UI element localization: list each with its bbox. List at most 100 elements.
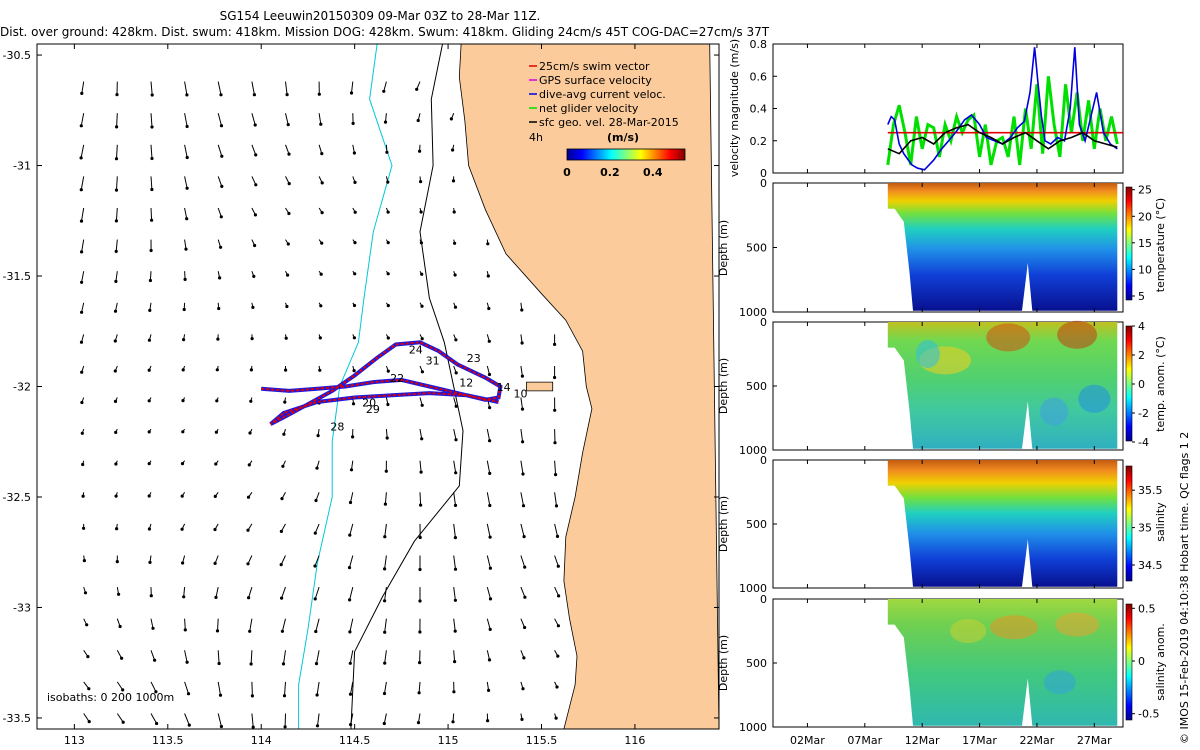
- geo-arrow-head: [150, 156, 154, 161]
- geo-arrow-head: [556, 564, 560, 568]
- geo-arrow-head: [454, 338, 458, 342]
- geo-arrow-head: [280, 596, 284, 600]
- geo-arrow-head: [183, 277, 187, 281]
- geo-arrow-shaft: [486, 492, 491, 506]
- salinity-y-tick-label: 0: [760, 454, 767, 467]
- salinity-section: 0 500 1000 34.5 35 35.5: [739, 454, 1163, 595]
- geo-arrow-head: [553, 342, 557, 346]
- geo-arrow-head: [121, 688, 125, 692]
- geo-arrow-head: [523, 595, 527, 599]
- geo-arrow-head: [181, 368, 185, 372]
- geo-arrow-shaft: [318, 113, 322, 125]
- temperature-field: [887, 183, 1118, 311]
- geo-arrow-head: [420, 370, 424, 374]
- geo-arrow-shaft: [150, 681, 157, 692]
- geo-arrow-shaft: [285, 113, 289, 125]
- geo-arrow-head: [153, 658, 157, 662]
- geo-arrow-head: [316, 434, 320, 438]
- legend-net-velocity: net glider velocity: [539, 102, 639, 115]
- geo-arrow-head: [452, 690, 456, 694]
- geo-arrow-head: [284, 336, 288, 340]
- geo-arrow-head: [553, 408, 557, 412]
- geo-arrow-shaft: [349, 586, 354, 601]
- geo-arrow-head: [180, 462, 185, 466]
- geo-arrow-head: [246, 495, 251, 499]
- geo-arrow-shaft: [184, 144, 188, 158]
- geo-arrow-shaft: [184, 681, 189, 694]
- geo-arrow-head: [121, 720, 125, 724]
- geo-arrow-shaft: [150, 713, 158, 724]
- geo-arrow-head: [213, 494, 217, 498]
- geo-arrow-head: [553, 441, 557, 445]
- geo-arrow-shaft: [116, 176, 118, 191]
- geo-arrow-head: [383, 661, 387, 665]
- temp-anomaly-blob: [1078, 384, 1111, 413]
- geo-arrow-head: [114, 279, 118, 283]
- geo-arrow-head: [451, 179, 456, 183]
- map-x-tick-label: 113.5: [152, 734, 184, 747]
- geo-arrow-shaft: [217, 681, 221, 696]
- geo-arrow-head: [453, 598, 457, 602]
- geo-arrow-head: [251, 725, 255, 729]
- temperature-colorbar-tick-label: 20: [1138, 210, 1152, 223]
- geo-arrow-shaft: [486, 618, 491, 630]
- geo-arrow-head: [522, 535, 526, 539]
- geo-arrow-head: [386, 180, 390, 184]
- geo-arrow-head: [418, 567, 422, 572]
- geo-arrow-shaft: [316, 681, 320, 696]
- geo-arrow-shaft: [184, 81, 188, 95]
- geo-arrow-head: [556, 624, 561, 628]
- geo-arrow-shaft: [251, 113, 256, 126]
- geo-arrow-shaft: [314, 555, 320, 567]
- geo-arrow-shaft: [350, 713, 354, 725]
- temp-anomaly-blob: [1040, 397, 1069, 426]
- geo-arrow-head: [247, 463, 251, 467]
- geo-arrow-head: [313, 531, 317, 535]
- geo-arrow-head: [287, 211, 291, 216]
- geo-arrow-head: [182, 307, 186, 312]
- map-colorbar-tick-label: 0: [563, 166, 571, 179]
- geo-arrow-shaft: [349, 618, 354, 633]
- geo-arrow-shaft: [554, 523, 558, 537]
- geo-arrow-head: [314, 629, 318, 634]
- geo-arrow-shaft: [349, 555, 354, 568]
- geo-arrow-head: [185, 124, 189, 129]
- geo-arrow-head: [154, 690, 158, 694]
- salinity-colorbar-tick-label: 35.5: [1138, 484, 1163, 497]
- geo-arrow-head: [114, 249, 118, 253]
- geo-arrow-shaft: [150, 207, 153, 221]
- geo-arrow-shaft: [520, 397, 523, 410]
- geo-arrow-shaft: [251, 713, 254, 728]
- geo-arrow-head: [279, 563, 283, 567]
- geo-arrow-shaft: [184, 207, 188, 219]
- geo-arrow-head: [353, 180, 357, 184]
- geo-arrow-head: [81, 494, 85, 498]
- geo-arrow-head: [254, 183, 258, 187]
- geo-arrow-head: [147, 430, 151, 434]
- geo-arrow-head: [220, 184, 224, 188]
- geo-arrow-head: [217, 661, 221, 666]
- legend-sfc-geo-velocity: sfc geo. vel. 28-Mar-2015: [539, 116, 679, 129]
- geo-arrow-head: [80, 370, 84, 374]
- geo-arrow-shaft: [150, 618, 154, 629]
- geo-arrow-head: [488, 566, 492, 570]
- map-y-tick-label: -32: [13, 381, 31, 394]
- temperature-y-tick-label: 500: [746, 242, 767, 255]
- geo-arrow-shaft: [280, 555, 286, 565]
- geo-arrow-shaft: [250, 650, 253, 665]
- geo-arrow-head: [185, 155, 189, 160]
- geo-arrow-head: [150, 125, 154, 129]
- salinity-colorbar-tick-label: 35: [1138, 522, 1152, 535]
- geo-arrow-head: [282, 694, 287, 698]
- geo-arrow-head: [214, 462, 218, 466]
- geo-arrow-head: [82, 559, 86, 563]
- geo-arrow-head: [386, 402, 390, 407]
- geo-arrow-head: [114, 462, 118, 466]
- geo-arrow-head: [521, 440, 525, 444]
- geo-arrow-shaft: [215, 586, 219, 598]
- geo-arrow-head: [149, 594, 153, 598]
- geo-arrow-head: [520, 308, 524, 312]
- geo-arrow-head: [216, 337, 220, 341]
- geo-arrow-head: [80, 400, 84, 405]
- geo-arrow-shaft: [486, 523, 491, 538]
